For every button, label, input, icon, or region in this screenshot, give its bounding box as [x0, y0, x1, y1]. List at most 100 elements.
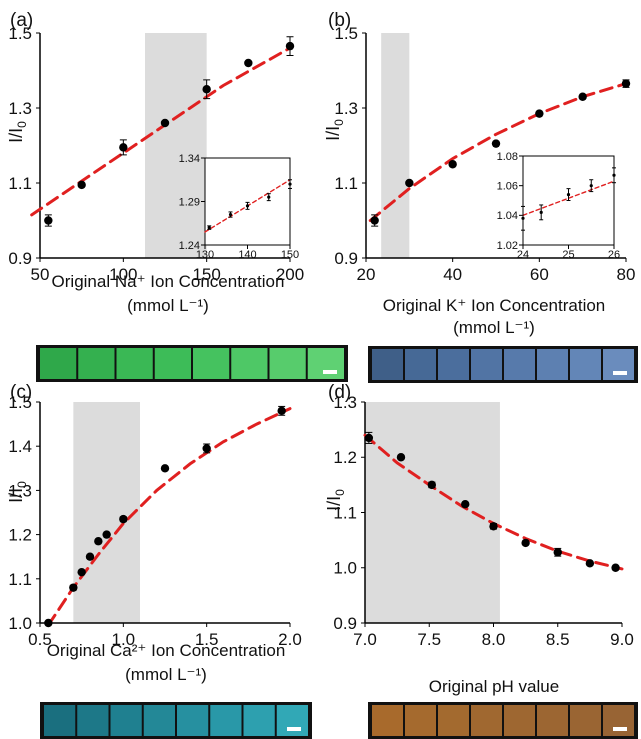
data-point	[370, 216, 379, 225]
data-point	[448, 160, 457, 169]
strip-well	[231, 348, 268, 379]
data-point	[267, 195, 271, 199]
y-tick-label: 1.08	[497, 151, 518, 163]
y-axis-label-subscript: 0	[333, 489, 347, 496]
x-axis-label: Original Ca²⁺ Ion Concentration	[47, 641, 286, 660]
strip-well	[77, 705, 109, 736]
data-point	[288, 182, 292, 186]
inset-plot-1: 24 25 26 1.02 1.04 1.06 1.08	[497, 151, 621, 261]
data-point	[77, 180, 86, 190]
x-tick-label: 50	[31, 265, 50, 284]
panel-letter: (d)	[328, 382, 351, 403]
strip-well	[177, 705, 209, 736]
data-point	[521, 538, 530, 548]
strip-well	[372, 349, 403, 380]
strip-well	[537, 349, 568, 380]
data-point	[160, 464, 170, 473]
strip-well	[471, 349, 502, 380]
panel-plot-2: 0.5 1.0 1.5 2.01.01.11.21.31.41.5	[8, 393, 301, 649]
strip-well	[372, 705, 403, 736]
data-point	[585, 559, 595, 568]
data-point	[461, 500, 470, 509]
strip-well	[110, 705, 142, 736]
data-point	[612, 173, 616, 177]
x-tick-label: 2.0	[278, 630, 302, 649]
strip-well	[307, 348, 344, 379]
strip-well	[243, 705, 275, 736]
strip-well	[210, 705, 242, 736]
panel-plot-3: 7.0 7.5 8.0 8.5 9.0 0.9 1.0 1.1 1.2 1.3	[333, 393, 633, 649]
strip-well	[193, 348, 230, 379]
y-tick-label: 1.1	[334, 174, 358, 193]
y-tick-label: 1.04	[497, 210, 518, 222]
y-axis-label: I/I0	[6, 121, 29, 143]
x-tick-label: 25	[562, 249, 574, 261]
strip-well	[405, 349, 436, 380]
y-axis-label-subscript: 0	[15, 481, 29, 488]
y-tick-label: 1.06	[497, 181, 518, 193]
data-point	[119, 143, 128, 152]
y-tick-label: 1.3	[8, 99, 32, 118]
data-point	[102, 530, 111, 539]
strip-well	[504, 705, 535, 736]
data-point	[396, 453, 406, 462]
strip-well	[269, 348, 306, 379]
y-tick-label: 1.3	[8, 481, 32, 500]
y-tick-label: 1.2	[333, 448, 357, 467]
x-tick-label: 20	[357, 265, 376, 284]
data-point	[85, 552, 95, 561]
strip-well	[603, 705, 634, 736]
x-tick-label: 24	[517, 249, 529, 261]
y-tick-label: 1.34	[179, 153, 200, 165]
x-tick-label: 8.5	[546, 630, 570, 649]
x-axis-label-units: (mmol L⁻¹)	[125, 665, 207, 684]
y-tick-label: 1.1	[8, 174, 32, 193]
y-tick-label: 1.2	[8, 526, 32, 545]
x-tick-label: 80	[617, 265, 636, 284]
x-tick-label: 7.0	[353, 630, 377, 649]
data-point	[489, 522, 498, 531]
strip-well	[154, 348, 191, 379]
panel-plot-1: 20 40 60 80 0.9 1.1 1.3 1.5	[334, 24, 635, 284]
y-tick-label: 1.5	[8, 393, 32, 412]
strip-well	[471, 705, 502, 736]
y-tick-label: 0.9	[8, 249, 32, 268]
x-axis-label: Original pH value	[429, 677, 559, 696]
x-tick-label: 26	[608, 249, 620, 261]
data-point	[44, 216, 53, 225]
strip-well	[276, 705, 308, 736]
y-tick-label: 1.1	[333, 503, 357, 522]
y-tick-label: 1.5	[334, 24, 358, 43]
strip-well	[603, 349, 634, 380]
inset-frame	[204, 157, 291, 246]
data-point	[611, 563, 620, 572]
strip-well	[570, 705, 601, 736]
inset-plot-0: 130 140 150 1.24 1.29 1.34	[179, 153, 300, 261]
data-point	[44, 618, 53, 628]
scale-bar	[613, 727, 627, 731]
y-tick-label: 1.0	[8, 614, 32, 633]
y-tick-label: 1.3	[333, 393, 357, 412]
x-tick-label: 1.5	[195, 630, 219, 649]
data-point	[578, 92, 587, 101]
color-strip	[368, 346, 638, 383]
data-point	[228, 212, 233, 217]
data-point	[202, 85, 211, 94]
strip-well	[143, 705, 175, 736]
x-axis-label: Original Na⁺ Ion Concentration	[52, 272, 285, 291]
strip-well	[438, 349, 469, 380]
data-point	[553, 548, 562, 557]
data-point	[621, 79, 631, 88]
y-axis-label-subscript: 0	[332, 119, 346, 126]
strip-well	[570, 349, 601, 380]
y-axis-label-subscript: 0	[15, 121, 29, 128]
data-point	[245, 204, 250, 208]
data-point	[364, 433, 374, 443]
data-point	[589, 184, 593, 188]
scale-bar	[287, 727, 301, 731]
x-tick-label: 60	[530, 265, 549, 284]
strip-well	[44, 705, 76, 736]
shaded-region	[73, 402, 140, 623]
y-axis-label: I/I0	[323, 119, 346, 141]
